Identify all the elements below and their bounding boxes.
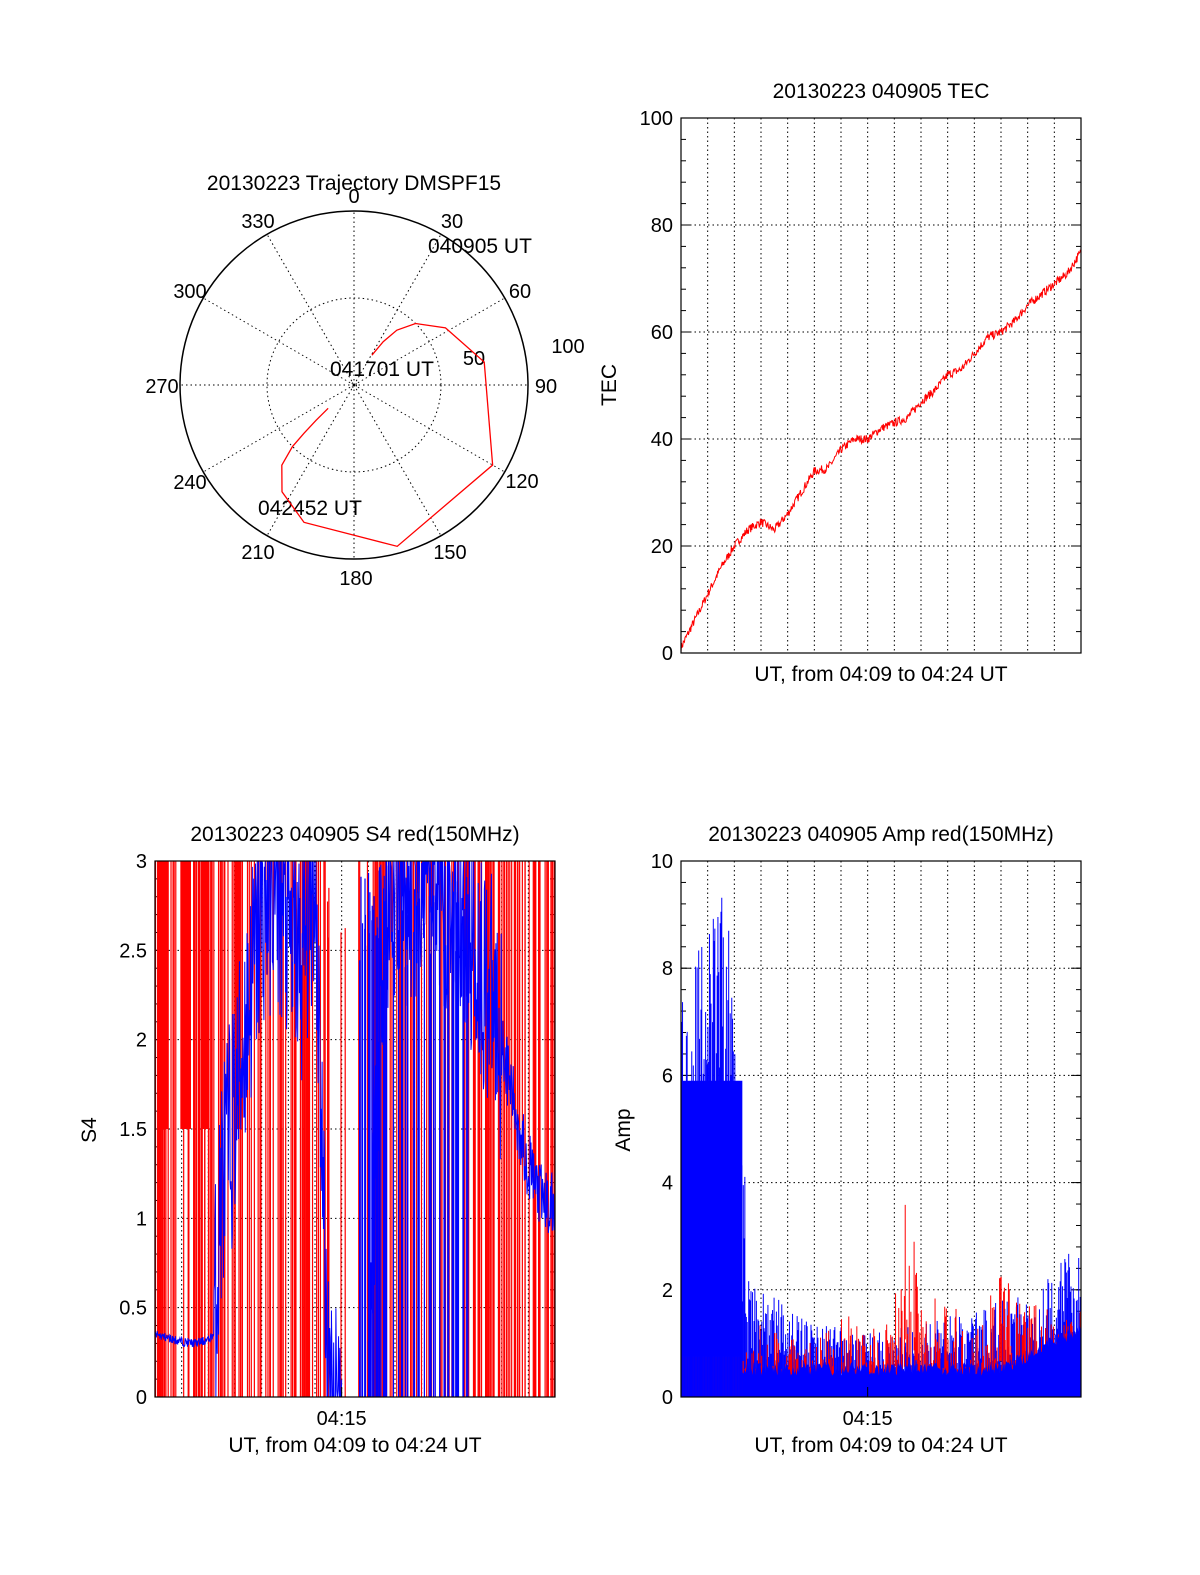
polar-outer-ring — [179, 210, 529, 560]
polar-center-ring — [351, 382, 357, 388]
trajectory-line — [281, 322, 494, 548]
azimuth-label: 0 — [348, 186, 359, 208]
x-axis-label: UT, from 04:09 to 04:24 UT — [228, 1434, 481, 1457]
y-tick-label: 2 — [662, 1280, 673, 1302]
time-annotation: 041701 UT — [330, 358, 434, 381]
s4-blue-line — [367, 860, 556, 1398]
polar-spoke — [353, 234, 442, 386]
azimuth-label: 300 — [173, 281, 206, 303]
plot-frame — [680, 860, 1082, 1398]
plot-frame — [154, 860, 556, 1398]
x-axis-label: UT, from 04:09 to 04:24 UT — [754, 663, 1007, 686]
tec-series-line — [680, 249, 1082, 652]
time-annotation: 040905 UT — [428, 235, 532, 258]
azimuth-label: 270 — [145, 376, 178, 398]
y-tick-label: 1 — [136, 1208, 147, 1230]
azimuth-label: 210 — [241, 542, 274, 564]
polar-spoke — [266, 384, 355, 536]
y-tick-label: 1.5 — [119, 1119, 147, 1141]
y-tick-label: 8 — [662, 958, 673, 980]
plot-title: 20130223 040905 S4 red(150MHz) — [190, 823, 519, 846]
y-tick-label: 4 — [662, 1173, 673, 1195]
y-tick-label: 2 — [136, 1030, 147, 1052]
azimuth-label: 120 — [505, 471, 538, 493]
polar-spoke — [353, 384, 442, 536]
x-axis-label: UT, from 04:09 to 04:24 UT — [754, 1434, 1007, 1457]
s4-plot: 20130223 040905 S4 red(150MHz) 0 0.5 1 1.5 2 2… — [78, 823, 556, 1457]
s4-red-block — [160, 861, 169, 1129]
s4-red-block — [235, 861, 241, 1129]
y-tick-label: 20 — [651, 536, 673, 558]
polar-spoke — [353, 297, 505, 386]
y-tick-label: 80 — [651, 215, 673, 237]
y-tick-label: 6 — [662, 1065, 673, 1087]
s4-red-block — [201, 861, 209, 1129]
s4-red-block — [180, 861, 191, 1129]
azimuth-label: 180 — [339, 568, 372, 590]
elevation-label: 50 — [463, 348, 485, 370]
plot-frame — [680, 117, 1082, 654]
polar-spoke — [203, 297, 355, 386]
x-tick-label: 04:15 — [317, 1408, 367, 1430]
trajectory-title: 20130223 Trajectory DMSPF15 — [207, 172, 501, 195]
x-tick-label: 04:15 — [843, 1408, 893, 1430]
azimuth-label: 150 — [433, 542, 466, 564]
y-tick-label: 3 — [136, 851, 147, 873]
plot-title: 20130223 040905 Amp red(150MHz) — [708, 823, 1054, 846]
polar-spoke — [203, 384, 355, 473]
y-tick-label: 60 — [651, 322, 673, 344]
elevation-label: 100 — [551, 336, 584, 358]
y-axis-label: Amp — [612, 1108, 635, 1151]
azimuth-label: 30 — [441, 211, 463, 233]
y-tick-label: 100 — [640, 108, 673, 130]
y-tick-label: 10 — [651, 851, 673, 873]
azimuth-label: 60 — [509, 281, 531, 303]
azimuth-label: 240 — [173, 472, 206, 494]
amp-blue-floor — [742, 1325, 1081, 1397]
y-tick-label: 0 — [662, 1387, 673, 1409]
polar-spoke — [266, 234, 355, 386]
amp-plot: 20130223 040905 Amp red(150MHz) 0 2 4 6 8 10 04… — [612, 823, 1082, 1457]
y-axis-label: S4 — [78, 1117, 101, 1143]
y-axis-label: TEC — [598, 364, 621, 406]
plot-title: 20130223 040905 TEC — [773, 80, 990, 103]
y-tick-label: 2.5 — [119, 940, 147, 962]
polar-spoke — [353, 384, 505, 473]
time-annotation: 042452 UT — [258, 497, 362, 520]
y-tick-label: 0 — [136, 1387, 147, 1409]
y-tick-label: 0.5 — [119, 1298, 147, 1320]
tec-plot: 20130223 040905 TEC 0 20 40 60 80 100 TEC UT, fr… — [598, 80, 1082, 686]
azimuth-label: 90 — [535, 376, 557, 398]
y-tick-label: 40 — [651, 429, 673, 451]
y-tick-label: 0 — [662, 643, 673, 665]
azimuth-label: 330 — [241, 211, 274, 233]
